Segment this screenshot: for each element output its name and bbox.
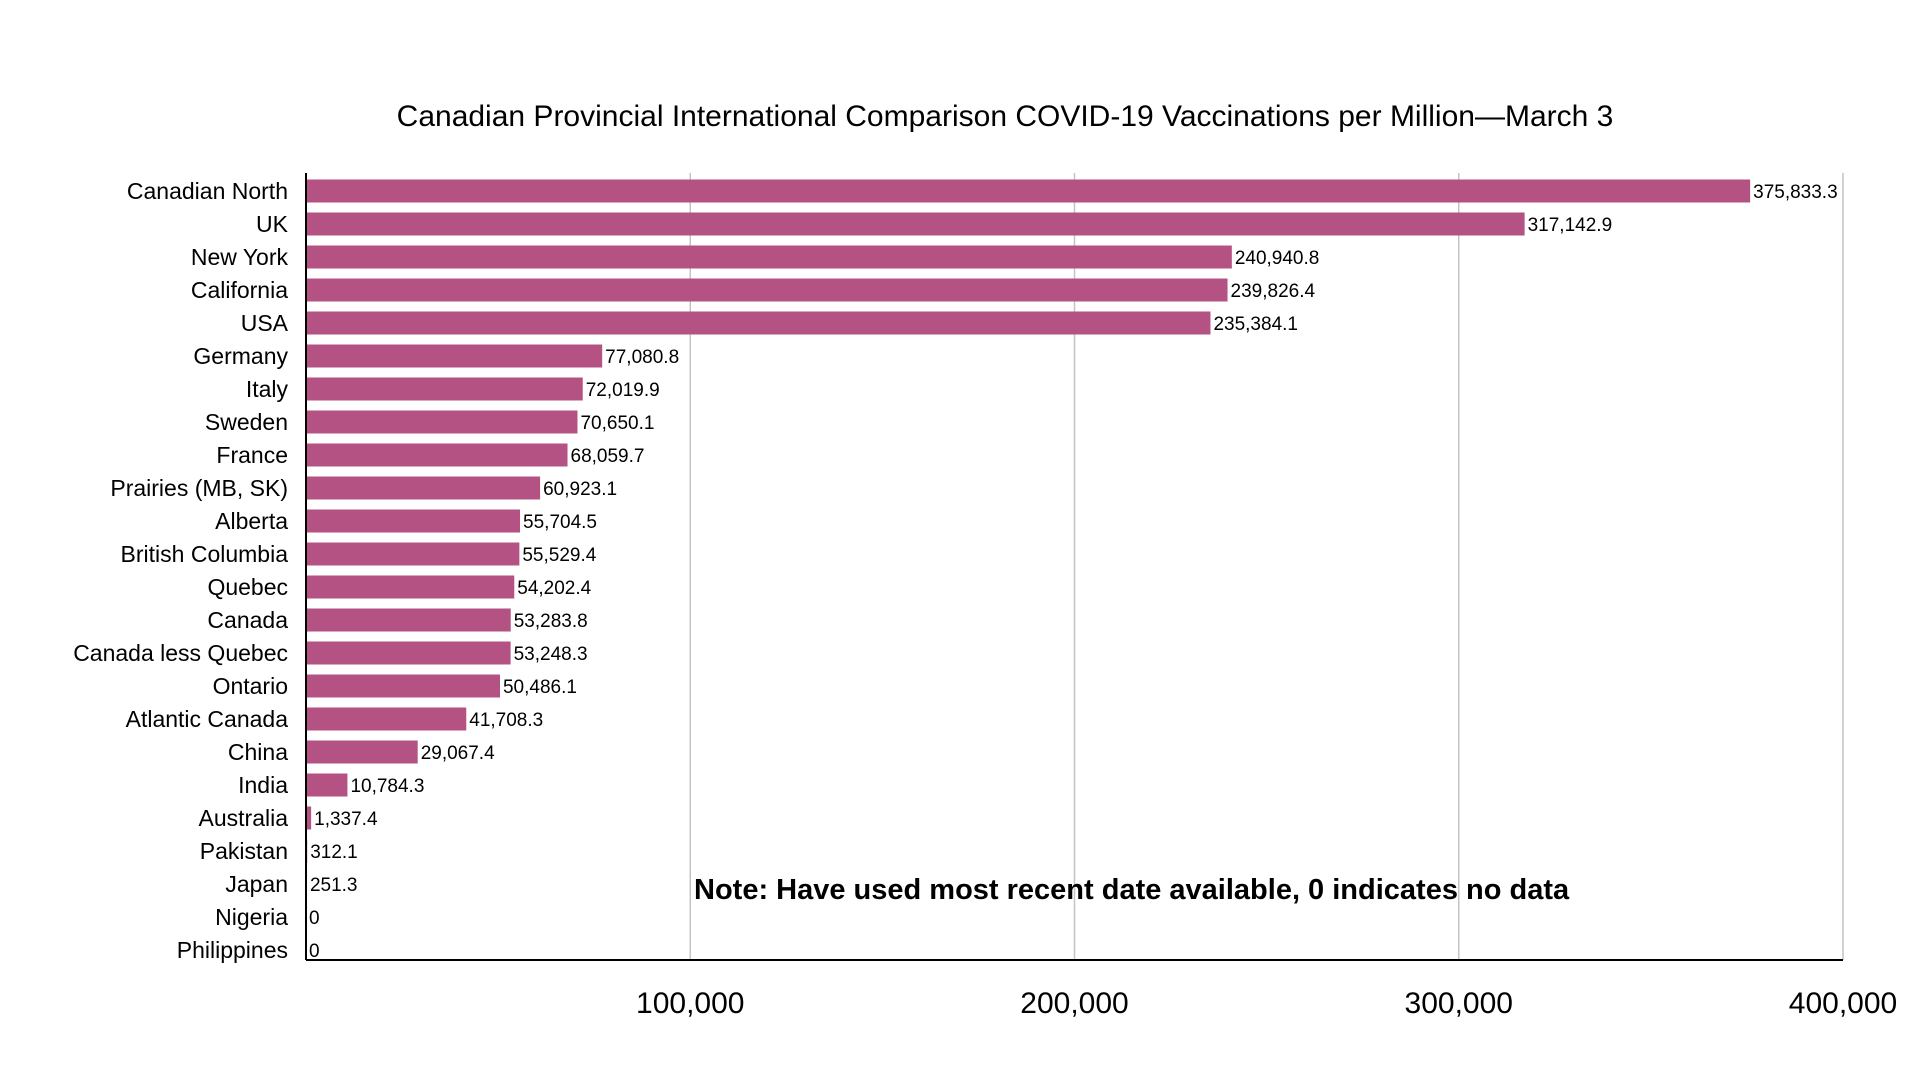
category-label: Ontario: [213, 673, 288, 699]
axes: [305, 173, 1843, 961]
category-label: New York: [191, 244, 289, 270]
bar: [306, 476, 541, 500]
x-tick-label: 100,000: [636, 987, 744, 1020]
data-label: 60,923.1: [543, 479, 617, 500]
category-label: Canadian North: [127, 178, 288, 204]
bars: [306, 179, 1751, 896]
bar: [306, 344, 603, 368]
data-label: 77,080.8: [605, 347, 679, 368]
category-label: India: [238, 772, 288, 798]
data-labels: 375,833.3 317,142.9 240,940.8 239,826.4 235,…: [309, 182, 1838, 962]
data-label: 68,059.7: [571, 446, 645, 467]
data-label: 72,019.9: [586, 380, 660, 401]
bar: [306, 311, 1211, 335]
bar: [306, 674, 500, 698]
category-label: Australia: [199, 805, 289, 831]
bar: [306, 542, 520, 566]
data-label: 240,940.8: [1235, 248, 1320, 269]
data-label: 53,283.8: [514, 611, 588, 632]
bar: [306, 212, 1525, 236]
data-label: 50,486.1: [503, 677, 577, 698]
data-label: 53,248.3: [514, 644, 588, 665]
category-label: British Columbia: [121, 541, 289, 567]
category-label: Canada: [207, 607, 288, 633]
gridlines: [689, 173, 1844, 960]
bar: [306, 707, 467, 731]
category-label: Atlantic Canada: [126, 706, 289, 732]
data-label: 375,833.3: [1753, 182, 1838, 203]
data-label: 55,529.4: [522, 545, 596, 566]
data-label: 251.3: [310, 875, 358, 896]
data-label: 1,337.4: [314, 809, 378, 830]
data-label: 70,650.1: [580, 413, 654, 434]
category-label: UK: [256, 211, 289, 237]
chart-note: Note: Have used most recent date availab…: [694, 874, 1570, 906]
data-label: 0: [309, 941, 320, 962]
bar: [306, 509, 521, 533]
category-label: Philippines: [177, 937, 288, 963]
bar: [306, 278, 1228, 302]
bar: [306, 245, 1232, 269]
bar: [306, 641, 511, 665]
category-label: Alberta: [215, 508, 288, 534]
category-label: Sweden: [205, 409, 288, 435]
bar: [306, 377, 583, 401]
data-label: 312.1: [310, 842, 358, 863]
data-label: 55,704.5: [523, 512, 597, 533]
x-tick-label: 400,000: [1789, 987, 1897, 1020]
category-label: California: [191, 277, 288, 303]
data-label: 41,708.3: [469, 710, 543, 731]
category-label: Pakistan: [200, 838, 288, 864]
chart-title: Canadian Provincial International Compar…: [396, 100, 1614, 133]
data-label: 0: [309, 908, 320, 929]
x-tick-label: 200,000: [1020, 987, 1128, 1020]
data-label: 239,826.4: [1231, 281, 1316, 302]
data-label: 317,142.9: [1528, 215, 1613, 236]
bar: [306, 179, 1751, 203]
category-labels: Canadian North UK New York California USA Ger…: [73, 178, 288, 963]
data-label: 29,067.4: [421, 743, 495, 764]
x-tick-label: 300,000: [1405, 987, 1513, 1020]
bar: [306, 740, 418, 764]
category-label: France: [216, 442, 288, 468]
bar: [306, 806, 312, 830]
data-label: 54,202.4: [517, 578, 591, 599]
category-label: Prairies (MB, SK): [110, 475, 288, 501]
category-label: Japan: [225, 871, 288, 897]
category-label: Germany: [193, 343, 288, 369]
x-tick-labels: 100,000 200,000 300,000 400,000: [636, 987, 1897, 1020]
bar: [306, 575, 515, 599]
category-label: Italy: [246, 376, 289, 402]
bar: [306, 443, 568, 467]
category-label: Nigeria: [215, 904, 288, 930]
bar: [306, 608, 511, 632]
data-label: 10,784.3: [350, 776, 424, 797]
category-label: Quebec: [207, 574, 288, 600]
category-label: Canada less Quebec: [73, 640, 288, 666]
bar: [306, 773, 348, 797]
bar: [306, 410, 578, 434]
category-label: USA: [241, 310, 289, 336]
data-label: 235,384.1: [1213, 314, 1298, 335]
category-label: China: [228, 739, 288, 765]
